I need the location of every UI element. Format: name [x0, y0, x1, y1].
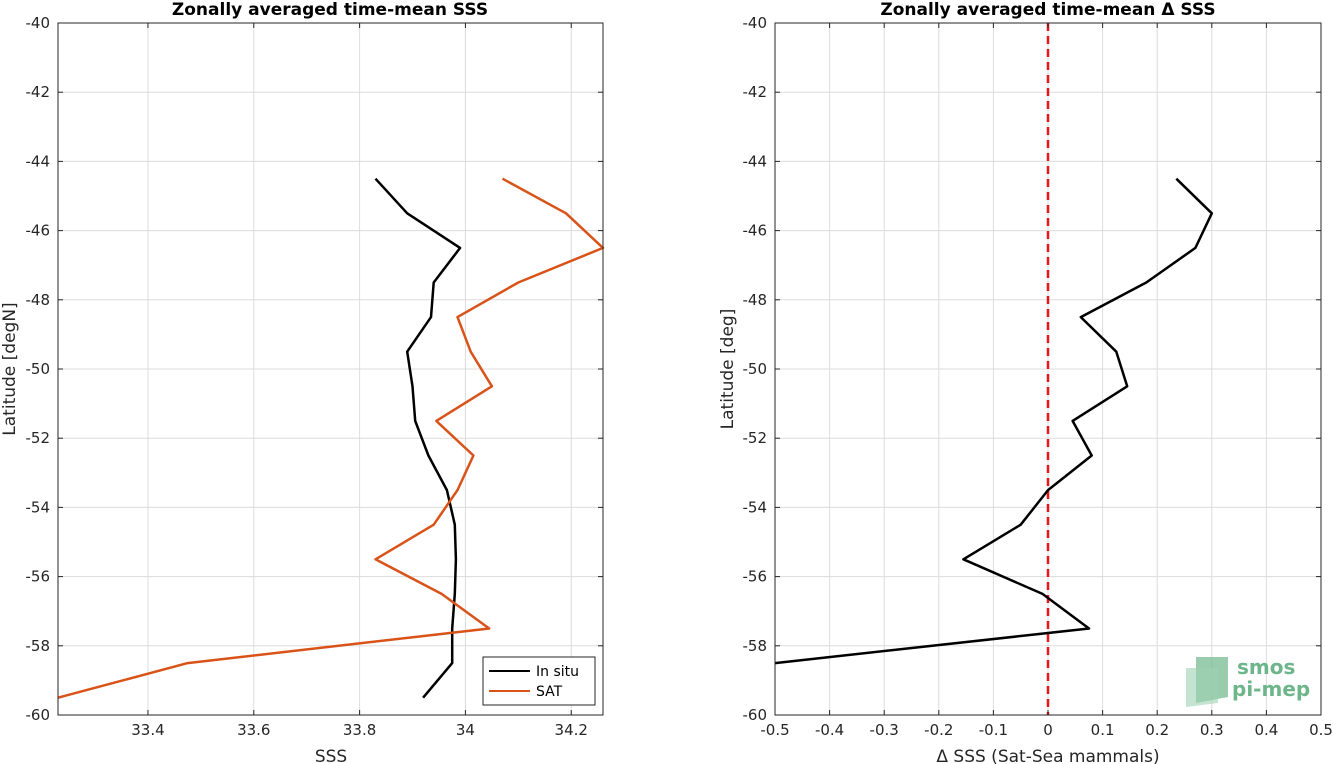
y-tick-label: -50 — [26, 360, 51, 378]
legend-label-sat: SAT — [536, 684, 563, 700]
x-axis-label: Δ SSS (Sat-Sea mammals) — [936, 747, 1159, 764]
logo-text-smos: smos — [1237, 655, 1295, 679]
series-line-delta-sss — [774, 177, 1214, 665]
series-lines — [57, 177, 605, 699]
x-tick-label: -0.1 — [979, 721, 1008, 739]
y-tick-label: -42 — [26, 83, 51, 101]
x-tick-label: 0.4 — [1254, 721, 1278, 739]
y-tick-label: -50 — [743, 360, 768, 378]
series-line-sat — [57, 177, 605, 699]
y-tick-label: -40 — [743, 14, 768, 32]
chart-title: Zonally averaged time-mean Δ SSS — [880, 0, 1215, 20]
y-tick-label: -40 — [26, 14, 51, 32]
x-tick-label: 34.2 — [555, 721, 588, 739]
delta-sss-chart: Zonally averaged time-mean Δ SSS -0.5 -0.… — [718, 0, 1333, 764]
y-tick-label: -58 — [26, 637, 51, 655]
x-tick-label: 0.3 — [1200, 721, 1224, 739]
smos-pi-mep-logo: smos pi-mep — [1186, 655, 1310, 707]
y-tick-label: -60 — [743, 706, 768, 724]
y-tick-label: -48 — [26, 291, 51, 309]
x-tick-label: -0.5 — [760, 721, 789, 739]
legend-label-in-situ: In situ — [536, 664, 579, 680]
y-tick-label: -44 — [26, 152, 51, 170]
y-tick-label: -54 — [743, 498, 768, 516]
x-tick-label: 33.8 — [343, 721, 376, 739]
y-tick-label: -48 — [743, 291, 768, 309]
logo-shape — [1186, 668, 1218, 707]
sss-chart: Zonally averaged time-mean SSS 33.4 33.6 3… — [0, 0, 605, 764]
y-tick-label: -42 — [743, 83, 768, 101]
y-tick-label: -56 — [26, 568, 51, 586]
y-tick-label: -60 — [26, 706, 51, 724]
tick-labels: 33.4 33.6 33.8 34 34.2 -40 -42 -44 -46 -48 -50 -52 -… — [26, 14, 603, 739]
grid — [58, 22, 603, 716]
x-tick-label: -0.4 — [815, 721, 844, 739]
x-tick-label: 33.6 — [237, 721, 270, 739]
x-tick-label: -0.3 — [870, 721, 899, 739]
y-axis-label: Latitude [degN] — [0, 302, 20, 435]
y-tick-label: -52 — [26, 429, 51, 447]
legend-box — [482, 656, 596, 706]
chart-title: Zonally averaged time-mean SSS — [172, 0, 488, 20]
logo-text-pi-mep: pi-mep — [1232, 677, 1310, 701]
series-line-in-situ — [374, 177, 462, 699]
x-tick-label: 0.1 — [1091, 721, 1115, 739]
x-tick-label: 34 — [456, 721, 475, 739]
y-tick-label: -54 — [26, 498, 51, 516]
x-tick-label: 0.2 — [1145, 721, 1169, 739]
y-tick-label: -46 — [26, 222, 51, 240]
tick-labels: -0.5 -0.4 -0.3 -0.2 -0.1 0 0.1 0.2 0.3 0.4 0.5 -40 -… — [743, 14, 1333, 739]
x-axis-label: SSS — [315, 747, 347, 764]
x-tick-label: -0.2 — [924, 721, 953, 739]
y-tick-label: -58 — [743, 637, 768, 655]
x-tick-label: 33.4 — [131, 721, 164, 739]
x-tick-label: 0 — [1043, 721, 1053, 739]
series-lines — [774, 23, 1214, 715]
y-axis-label: Latitude [deg] — [718, 309, 738, 430]
y-tick-label: -56 — [743, 568, 768, 586]
y-tick-label: -46 — [743, 222, 768, 240]
x-tick-label: 0.5 — [1309, 721, 1333, 739]
legend: In situ SAT — [482, 656, 596, 706]
y-tick-label: -44 — [743, 152, 768, 170]
y-tick-label: -52 — [743, 429, 768, 447]
